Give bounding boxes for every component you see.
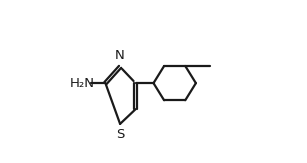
Text: H₂N: H₂N — [70, 77, 95, 90]
Text: S: S — [116, 128, 124, 141]
Text: N: N — [115, 49, 125, 62]
